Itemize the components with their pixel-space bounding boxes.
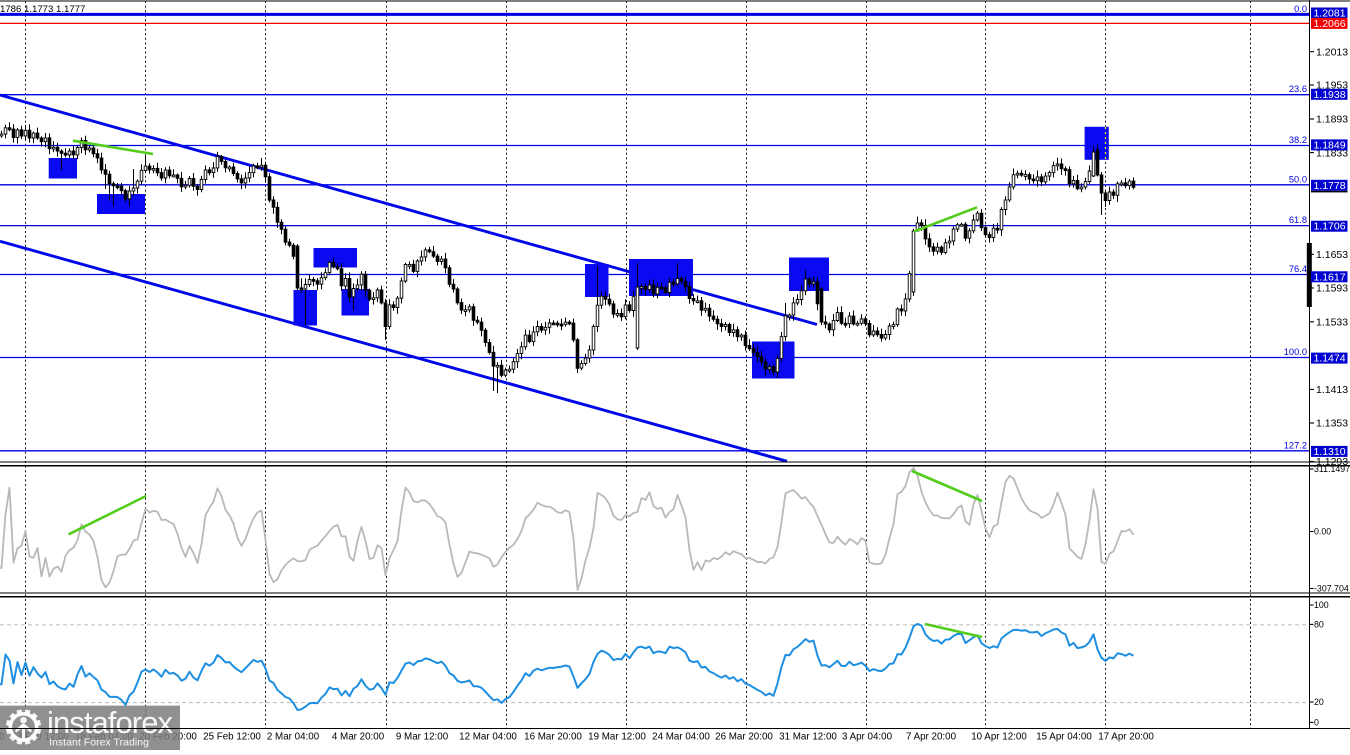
svg-text:12 Mar 04:00: 12 Mar 04:00	[459, 732, 517, 743]
svg-text:26 Mar 20:00: 26 Mar 20:00	[715, 732, 773, 743]
svg-text:15 Apr 04:00: 15 Apr 04:00	[1036, 732, 1092, 743]
svg-text:100: 100	[1314, 600, 1329, 610]
svg-text:25 Feb 12:00: 25 Feb 12:00	[203, 732, 261, 743]
svg-text:61.8: 61.8	[1289, 215, 1307, 225]
svg-text:1.1293: 1.1293	[1316, 456, 1348, 468]
svg-text:76.4: 76.4	[1289, 264, 1307, 274]
svg-text:1.2066: 1.2066	[1313, 18, 1345, 30]
svg-text:Instant Forex Trading: Instant Forex Trading	[49, 737, 149, 749]
svg-text:1.1706: 1.1706	[1313, 221, 1345, 233]
svg-text:1.1953: 1.1953	[1316, 80, 1348, 92]
svg-text:1.2081: 1.2081	[1313, 8, 1345, 20]
svg-text:7 Apr 20:00: 7 Apr 20:00	[906, 732, 957, 743]
svg-text:24 Mar 04:00: 24 Mar 04:00	[652, 732, 710, 743]
svg-text:1.1474: 1.1474	[1313, 353, 1345, 365]
svg-text:instaforex: instaforex	[47, 705, 174, 740]
svg-text:19 Mar 12:00: 19 Mar 12:00	[588, 732, 646, 743]
svg-text:1.1353: 1.1353	[1316, 418, 1348, 430]
svg-text:1.1893: 1.1893	[1316, 114, 1348, 126]
svg-text:31 Mar 12:00: 31 Mar 12:00	[779, 732, 837, 743]
svg-text:80: 80	[1314, 620, 1324, 630]
svg-text:1.1617: 1.1617	[1313, 271, 1345, 283]
svg-text:3 Apr 04:00: 3 Apr 04:00	[842, 732, 893, 743]
svg-text:16 Mar 20:00: 16 Mar 20:00	[524, 732, 582, 743]
svg-text:2 Mar 04:00: 2 Mar 04:00	[267, 732, 320, 743]
svg-text:1.2013: 1.2013	[1316, 46, 1348, 58]
svg-text:0.0: 0.0	[1294, 4, 1307, 14]
svg-text:0: 0	[1314, 718, 1319, 728]
svg-text:100.0: 100.0	[1284, 347, 1307, 357]
svg-text:1.1593: 1.1593	[1316, 283, 1348, 295]
svg-text:127.2: 127.2	[1284, 440, 1307, 450]
svg-text:311.1497: 311.1497	[1314, 464, 1350, 474]
svg-text:38.2: 38.2	[1289, 135, 1307, 145]
svg-text:1.1778: 1.1778	[1313, 180, 1345, 192]
svg-text:1786 1.1773 1.1777: 1786 1.1773 1.1777	[0, 4, 85, 15]
svg-text:9 Mar 12:00: 9 Mar 12:00	[396, 732, 449, 743]
svg-text:17 Apr 20:00: 17 Apr 20:00	[1098, 732, 1154, 743]
svg-text:1.1653: 1.1653	[1316, 249, 1348, 261]
svg-text:1.1849: 1.1849	[1313, 139, 1345, 151]
svg-text:1.1533: 1.1533	[1316, 317, 1348, 329]
svg-text:20: 20	[1314, 697, 1324, 707]
svg-text:0.00: 0.00	[1314, 527, 1331, 537]
svg-text:10 Apr 12:00: 10 Apr 12:00	[971, 732, 1027, 743]
svg-text:50.0: 50.0	[1289, 174, 1307, 184]
svg-text:23.6: 23.6	[1289, 84, 1307, 94]
svg-text:1.1938: 1.1938	[1313, 89, 1345, 101]
svg-text:1.1413: 1.1413	[1316, 384, 1348, 396]
svg-text:-307.704: -307.704	[1314, 584, 1349, 594]
svg-text:4 Mar 20:00: 4 Mar 20:00	[332, 732, 385, 743]
svg-text:1.1310: 1.1310	[1313, 446, 1345, 458]
